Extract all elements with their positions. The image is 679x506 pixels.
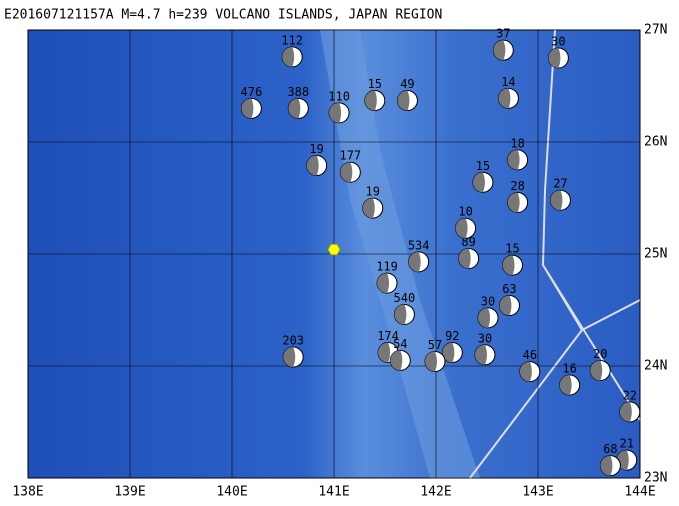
y-tick-label: 27N — [644, 23, 667, 38]
depth-label: 16 — [562, 362, 576, 376]
depth-label: 27 — [553, 177, 567, 191]
beachball — [393, 303, 415, 325]
depth-label: 37 — [496, 27, 510, 41]
y-tick-label: 24N — [644, 359, 667, 374]
beachball — [507, 191, 529, 213]
beachball — [364, 90, 386, 112]
depth-label: 68 — [603, 442, 617, 456]
depth-label: 30 — [481, 294, 495, 308]
beachball — [455, 217, 477, 239]
depth-label: 110 — [328, 89, 350, 103]
beachball — [339, 161, 361, 183]
depth-label: 63 — [502, 282, 516, 296]
depth-label: 19 — [366, 185, 380, 199]
beachball — [389, 349, 411, 371]
x-tick-label: 141E — [318, 485, 349, 500]
x-tick-label: 138E — [12, 485, 43, 500]
y-tick-label: 23N — [644, 471, 667, 486]
depth-label: 20 — [593, 347, 607, 361]
depth-label: 15 — [505, 242, 519, 256]
beachball — [507, 149, 529, 171]
depth-label: 534 — [408, 238, 430, 252]
beachball — [376, 272, 398, 294]
beachball — [396, 90, 418, 112]
depth-label: 49 — [400, 77, 414, 91]
beachball — [458, 247, 480, 269]
depth-label: 15 — [368, 77, 382, 91]
depth-label: 14 — [501, 75, 515, 89]
beachball — [424, 351, 446, 373]
beachball — [362, 197, 384, 219]
beachball — [472, 171, 494, 193]
depth-label: 30 — [478, 331, 492, 345]
x-tick-label: 143E — [522, 485, 553, 500]
beachball — [474, 344, 496, 366]
beachball — [281, 46, 303, 68]
y-tick-label: 25N — [644, 247, 667, 262]
x-tick-label: 140E — [216, 485, 247, 500]
depth-label: 540 — [394, 291, 416, 305]
beachball — [589, 359, 611, 381]
epicenter — [327, 243, 341, 256]
depth-label: 28 — [510, 179, 524, 193]
depth-label: 19 — [309, 142, 323, 156]
depth-label: 10 — [458, 205, 472, 219]
depth-label: 18 — [510, 136, 524, 150]
beachball — [282, 346, 304, 368]
beachball — [549, 189, 571, 211]
depth-label: 46 — [523, 348, 537, 362]
beachball — [497, 87, 519, 109]
depth-label: 388 — [287, 85, 309, 99]
beachball — [599, 455, 621, 477]
depth-label: 92 — [445, 329, 459, 343]
y-tick-label: 26N — [644, 135, 667, 150]
beachball — [519, 361, 541, 383]
beachball — [240, 97, 262, 119]
x-tick-label: 139E — [114, 485, 145, 500]
beachball — [306, 155, 328, 177]
depth-label: 30 — [551, 35, 565, 49]
beachball — [377, 342, 399, 364]
beachball — [287, 97, 309, 119]
beachball — [619, 401, 641, 423]
beachball — [492, 39, 514, 61]
depth-label: 476 — [241, 85, 263, 99]
x-tick-label: 144E — [624, 485, 655, 500]
beachball — [441, 342, 463, 364]
depth-label: 119 — [376, 260, 398, 274]
depth-label: 54 — [393, 337, 407, 351]
beachball — [559, 374, 581, 396]
depth-label: 112 — [281, 33, 303, 47]
x-tick-label: 142E — [420, 485, 451, 500]
depth-label: 21 — [620, 437, 634, 451]
depth-label: 177 — [339, 149, 361, 163]
beachball — [477, 307, 499, 329]
title: E201607121157A M=4.7 h=239 VOLCANO ISLAN… — [4, 8, 442, 23]
plate-boundary — [469, 29, 641, 479]
depth-label: 22 — [623, 388, 637, 402]
beachball — [498, 295, 520, 317]
beachball — [547, 47, 569, 69]
depth-label: 203 — [282, 334, 304, 348]
beachball — [328, 102, 350, 124]
beachball — [408, 251, 430, 273]
depth-label: 174 — [377, 329, 399, 343]
depth-label: 15 — [476, 159, 490, 173]
depth-label: 57 — [428, 338, 442, 352]
beachball — [502, 254, 523, 276]
